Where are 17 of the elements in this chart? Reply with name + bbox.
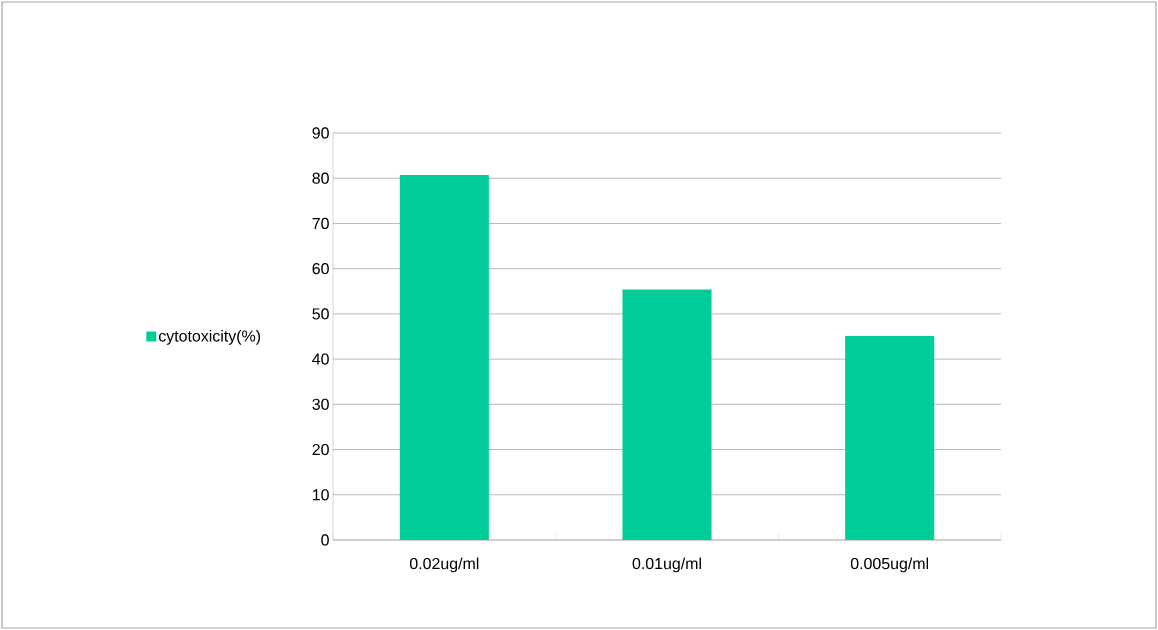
- y-tick-label: 70: [312, 217, 329, 230]
- y-tick-label: 30: [312, 398, 329, 410]
- y-tick-label: 40: [312, 353, 329, 365]
- bar: [622, 289, 712, 540]
- y-tick-label: 10: [312, 489, 329, 501]
- bar: [399, 175, 489, 540]
- bar: [845, 336, 935, 540]
- x-tick-label: 0.01ug/ml: [632, 557, 701, 573]
- y-tick-label: 80: [312, 172, 329, 184]
- y-tick-label: 50: [312, 308, 329, 320]
- y-tick-label: 0: [321, 534, 329, 546]
- y-tick-label: 60: [312, 263, 329, 275]
- y-tick-label: 90: [312, 127, 329, 139]
- x-tick-label: 0.02ug/ml: [409, 557, 479, 573]
- y-tick-label: 20: [312, 443, 329, 456]
- legend-label: cytotoxicity(%): [158, 329, 261, 345]
- x-tick-label: 0.005ug/ml: [850, 557, 929, 573]
